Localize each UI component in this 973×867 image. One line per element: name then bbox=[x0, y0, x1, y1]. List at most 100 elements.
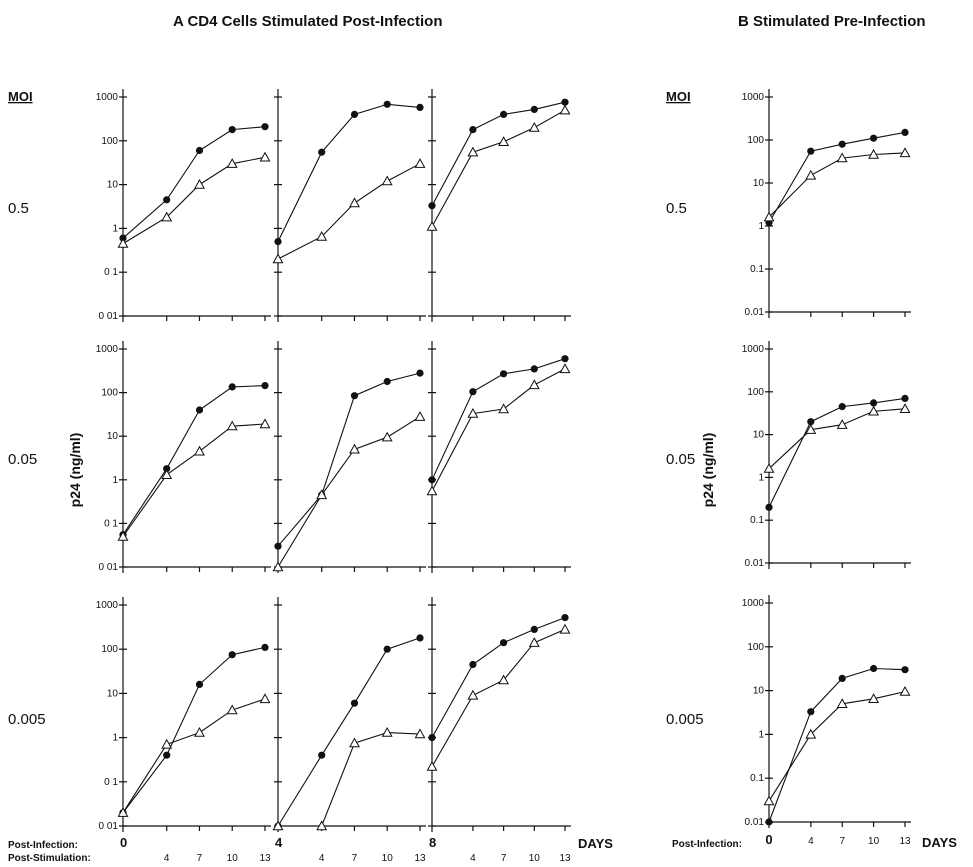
data-point-circle bbox=[469, 388, 477, 396]
data-point-circle bbox=[274, 238, 282, 246]
post-stimulation-tick-label: 10 bbox=[529, 853, 541, 864]
data-point-triangle bbox=[414, 728, 426, 739]
post-stimulation-tick-label: 4 bbox=[470, 853, 476, 864]
data-point-triangle bbox=[272, 561, 284, 572]
data-point-circle bbox=[561, 98, 569, 106]
data-point-circle bbox=[195, 680, 204, 689]
data-point-triangle bbox=[117, 530, 129, 541]
data-point-triangle bbox=[381, 175, 393, 186]
post-stimulation-tick-label: 13 bbox=[414, 853, 426, 864]
series-line-filled-circle-a-r2-c2 bbox=[431, 617, 566, 738]
data-point-triangle bbox=[349, 737, 360, 748]
data-point-triangle bbox=[836, 152, 848, 163]
data-point-triangle bbox=[899, 403, 911, 413]
data-point-circle bbox=[838, 140, 846, 148]
y-tick-label: 0.01 bbox=[745, 307, 765, 318]
data-point-circle bbox=[428, 734, 436, 742]
data-point-triangle bbox=[805, 424, 817, 434]
y-tick-label: 0.1 bbox=[750, 773, 764, 784]
data-point-circle bbox=[901, 394, 909, 402]
data-point-triangle bbox=[467, 407, 479, 418]
data-point-circle bbox=[195, 146, 204, 155]
data-point-triangle bbox=[868, 693, 880, 703]
data-point-circle bbox=[428, 202, 436, 210]
post-infection-tick-label-b: 7 bbox=[839, 836, 845, 847]
y-tick-label: 0.01 bbox=[745, 558, 765, 569]
y-tick-label: 0 1 bbox=[104, 518, 118, 529]
data-point-circle bbox=[901, 128, 909, 136]
series-line-filled-circle-a-r0-c1 bbox=[277, 103, 421, 242]
y-axis-label-b: p24 (ng/ml) bbox=[700, 433, 716, 508]
data-point-triangle bbox=[899, 685, 911, 696]
y-tick-label: 1000 bbox=[96, 344, 119, 355]
y-tick-label: 10 bbox=[753, 178, 765, 189]
y-tick-label: 100 bbox=[101, 388, 118, 399]
data-point-circle bbox=[274, 542, 282, 550]
series-line-filled-circle-a-r2-c0 bbox=[122, 646, 266, 814]
data-point-triangle bbox=[194, 726, 205, 737]
data-point-circle bbox=[428, 476, 436, 484]
series-line-filled-circle-a-r2-c1 bbox=[277, 637, 421, 827]
y-tick-label: 10 bbox=[107, 180, 119, 191]
data-point-triangle bbox=[316, 230, 328, 241]
data-point-circle bbox=[228, 651, 236, 659]
data-point-circle bbox=[870, 664, 878, 673]
row-label-b-1: 0.05 bbox=[666, 451, 695, 468]
post-stimulation-tick-label: 4 bbox=[164, 853, 170, 864]
series-line-open-triangle-b-r0 bbox=[768, 152, 906, 218]
data-point-circle bbox=[261, 123, 269, 131]
data-point-triangle bbox=[559, 363, 571, 374]
data-point-triangle bbox=[381, 431, 393, 442]
y-tick-label: 10 bbox=[107, 431, 119, 442]
y-tick-label: 1000 bbox=[742, 598, 765, 609]
post-stimulation-label-a: Post-Stimulation: bbox=[8, 853, 91, 864]
data-point-circle bbox=[228, 383, 236, 391]
y-tick-label: 1000 bbox=[96, 600, 119, 611]
data-point-circle bbox=[195, 406, 204, 414]
y-tick-label: 0 01 bbox=[99, 821, 119, 832]
y-tick-label: 1 bbox=[758, 729, 764, 740]
data-point-circle bbox=[318, 148, 326, 156]
series-line-filled-circle-a-r1-c2 bbox=[431, 358, 566, 481]
series-line-open-triangle-a-r0-c1 bbox=[277, 163, 421, 260]
data-point-triangle bbox=[868, 405, 880, 416]
data-point-circle bbox=[561, 355, 569, 363]
data-point-circle bbox=[530, 105, 538, 113]
data-point-triangle bbox=[272, 253, 284, 264]
data-point-circle bbox=[318, 751, 326, 759]
data-point-circle bbox=[261, 643, 269, 652]
y-tick-label: 1 bbox=[112, 475, 118, 486]
data-point-triangle bbox=[763, 795, 775, 806]
data-point-triangle bbox=[868, 148, 880, 159]
y-tick-label: 10 bbox=[753, 430, 765, 441]
data-point-triangle bbox=[559, 104, 571, 115]
post-infection-label-a: Post-Infection: bbox=[8, 840, 78, 851]
data-point-circle bbox=[350, 392, 359, 400]
y-tick-label: 1 bbox=[758, 221, 764, 232]
post-infection-tick-label-b: 13 bbox=[899, 836, 911, 847]
series-line-open-triangle-a-r0-c0 bbox=[122, 156, 266, 245]
data-point-triangle bbox=[161, 469, 173, 479]
data-point-triangle bbox=[414, 411, 426, 421]
data-point-triangle bbox=[194, 445, 205, 456]
series-line-filled-circle-a-r1-c1 bbox=[277, 372, 421, 547]
data-point-circle bbox=[163, 751, 171, 759]
post-stimulation-tick-label: 10 bbox=[227, 853, 239, 864]
data-point-circle bbox=[765, 503, 773, 511]
post-stimulation-tick-label: 13 bbox=[259, 853, 271, 864]
series-line-open-triangle-a-r1-c0 bbox=[122, 423, 266, 537]
data-point-circle bbox=[383, 377, 391, 386]
series-line-filled-circle-a-r0-c0 bbox=[122, 126, 266, 239]
post-stimulation-tick-label: 7 bbox=[197, 853, 203, 864]
data-point-triangle bbox=[528, 637, 540, 647]
data-point-triangle bbox=[316, 489, 328, 500]
data-point-triangle bbox=[259, 418, 271, 429]
y-tick-label: 1000 bbox=[742, 92, 765, 103]
data-point-triangle bbox=[161, 738, 173, 749]
post-infection-tick-label-b: 10 bbox=[868, 836, 880, 847]
post-stimulation-tick-label: 10 bbox=[382, 853, 394, 864]
data-point-triangle bbox=[559, 623, 571, 634]
data-point-circle bbox=[228, 126, 236, 134]
data-point-triangle bbox=[467, 689, 479, 700]
